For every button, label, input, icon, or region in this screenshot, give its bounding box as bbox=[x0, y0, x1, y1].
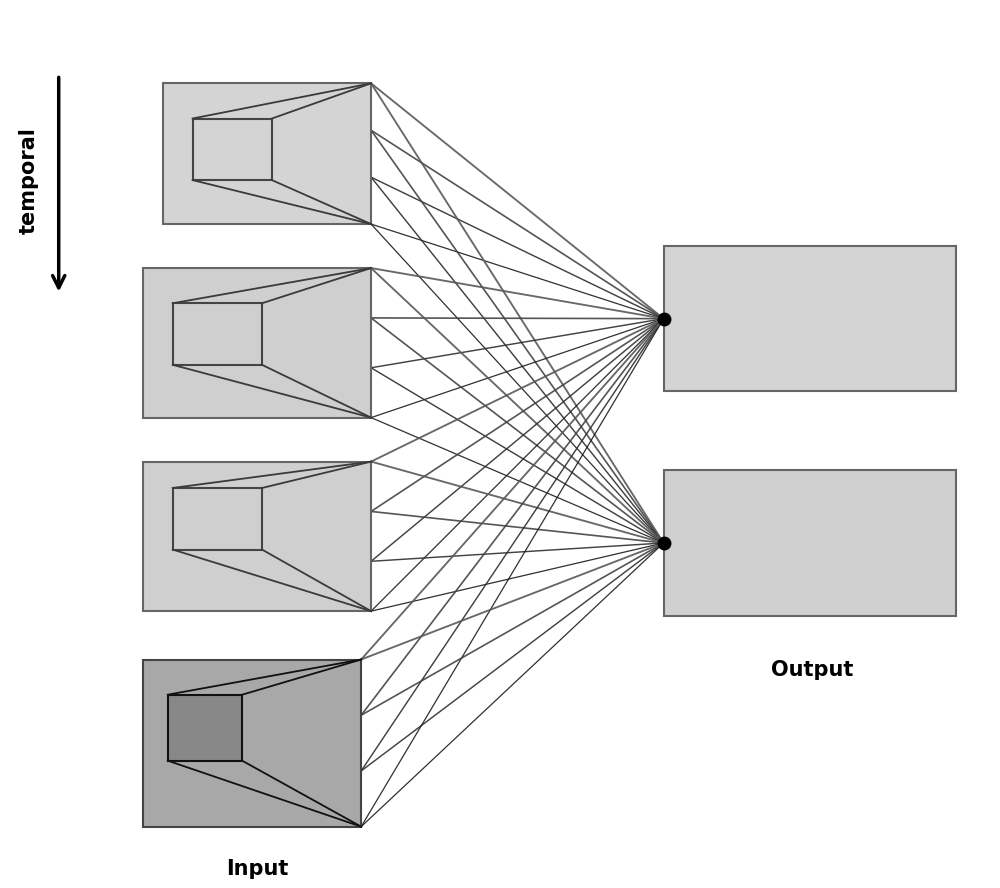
Bar bbox=[168, 694, 242, 761]
Bar bbox=[173, 304, 262, 365]
Bar bbox=[163, 83, 371, 224]
Text: temporal: temporal bbox=[19, 127, 39, 234]
Bar bbox=[173, 488, 262, 550]
Bar bbox=[664, 471, 956, 615]
Bar bbox=[193, 118, 272, 180]
Bar bbox=[143, 268, 371, 417]
Bar bbox=[143, 660, 361, 827]
Bar bbox=[664, 246, 956, 392]
Bar bbox=[143, 462, 371, 611]
Text: Output: Output bbox=[771, 660, 854, 679]
Text: Input: Input bbox=[226, 860, 288, 879]
